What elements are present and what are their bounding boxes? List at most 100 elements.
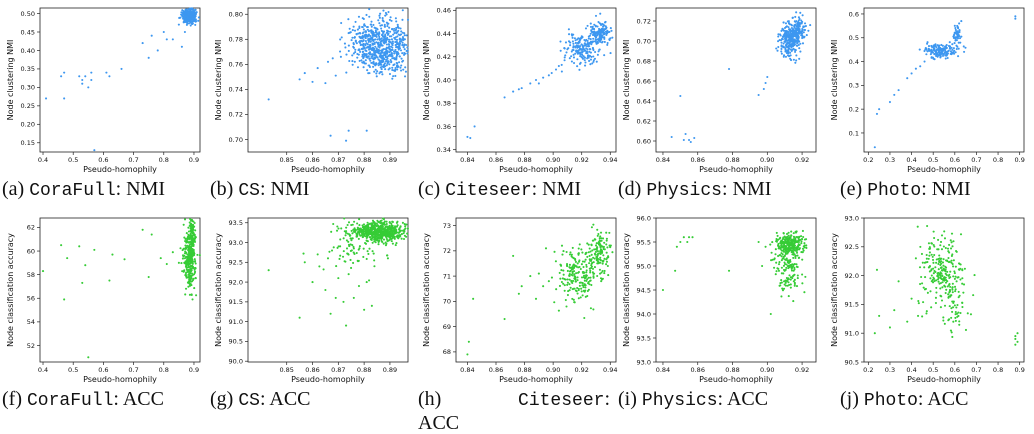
data-point (951, 52, 954, 55)
data-point (189, 20, 192, 23)
data-point (339, 38, 342, 41)
data-point (943, 322, 946, 325)
data-point (954, 39, 957, 42)
data-point (348, 233, 351, 236)
data-point (935, 261, 938, 264)
data-point (948, 243, 951, 246)
data-point (358, 224, 361, 227)
data-point (394, 50, 397, 53)
data-point (599, 30, 602, 33)
data-point (574, 39, 577, 42)
data-point (366, 43, 369, 46)
data-point (568, 274, 571, 277)
data-point (380, 43, 383, 46)
data-point (795, 11, 798, 14)
data-point (943, 230, 946, 233)
x-axis-label: Pseudo-homophily (699, 375, 773, 384)
data-point (472, 297, 475, 300)
data-point (404, 225, 407, 228)
data-point (793, 26, 796, 29)
data-point (177, 261, 180, 264)
data-point (923, 60, 926, 63)
data-point (603, 40, 606, 44)
data-point (345, 239, 348, 242)
data-point (579, 53, 582, 56)
data-point (936, 48, 939, 51)
data-point (946, 52, 949, 55)
data-point (930, 242, 933, 245)
data-point (184, 12, 187, 15)
x-tick-label: 0.4 (906, 156, 916, 164)
data-point (359, 50, 362, 53)
data-point (608, 231, 611, 234)
data-point (585, 269, 588, 272)
data-point (353, 60, 356, 63)
data-point (396, 220, 399, 223)
data-point (339, 50, 342, 53)
data-point (347, 253, 350, 256)
data-points (466, 223, 614, 356)
data-point (183, 254, 186, 257)
data-point (380, 237, 383, 240)
data-point (788, 22, 791, 25)
data-point (385, 235, 388, 238)
data-point (388, 234, 391, 237)
data-point (365, 239, 369, 242)
data-point (84, 264, 87, 267)
data-point (590, 43, 593, 46)
data-point (190, 277, 193, 280)
caption: (e) Photo: NMI (840, 178, 971, 201)
data-point (947, 293, 950, 296)
data-point (786, 250, 789, 253)
data-point (935, 51, 938, 54)
data-point (925, 48, 928, 51)
data-point (354, 48, 357, 51)
data-point (370, 304, 373, 307)
data-point (579, 281, 582, 284)
data-point (793, 278, 796, 281)
data-point (611, 36, 614, 39)
data-point (362, 247, 365, 250)
data-point (757, 240, 760, 244)
data-point (779, 253, 782, 257)
data-point (397, 237, 400, 240)
data-point (794, 49, 797, 52)
data-point (794, 61, 797, 64)
data-point (580, 248, 583, 251)
data-point (577, 271, 580, 274)
data-point (790, 234, 793, 237)
data-point (952, 320, 955, 323)
data-point (604, 27, 607, 30)
data-point (316, 67, 319, 70)
data-point (594, 14, 598, 17)
data-point (379, 55, 382, 58)
data-point (385, 60, 388, 63)
data-point (572, 263, 575, 266)
data-point (177, 23, 180, 26)
data-point (950, 294, 953, 297)
data-point (949, 239, 952, 242)
data-point (362, 28, 365, 31)
data-point (559, 277, 562, 280)
data-point (584, 289, 587, 292)
data-point (357, 15, 361, 18)
data-point (942, 53, 945, 56)
panel-e: 0.2 0.3 0.4 0.5 0.6 0.7 0.8 0.9 0.1 0.2 0.3 0.4 0.5 0… (828, 2, 1028, 202)
data-point (562, 250, 565, 253)
data-point (689, 140, 692, 144)
data-point (373, 240, 376, 243)
data-point (789, 31, 792, 34)
data-point (961, 305, 964, 309)
data-point (566, 281, 569, 284)
data-point (609, 27, 612, 30)
data-point (948, 41, 951, 44)
data-point (377, 243, 380, 246)
y-tick-label: 73 (443, 222, 451, 230)
panel-i: 0.84 0.86 0.88 0.90 0.92 93.0 93.5 94.0 94.5 95.0… (618, 212, 820, 412)
data-points (670, 11, 812, 144)
data-point (384, 225, 387, 228)
data-point (595, 60, 598, 63)
x-axis-label: Pseudo-homophily (907, 375, 981, 384)
data-point (358, 48, 361, 52)
data-point (191, 261, 194, 264)
